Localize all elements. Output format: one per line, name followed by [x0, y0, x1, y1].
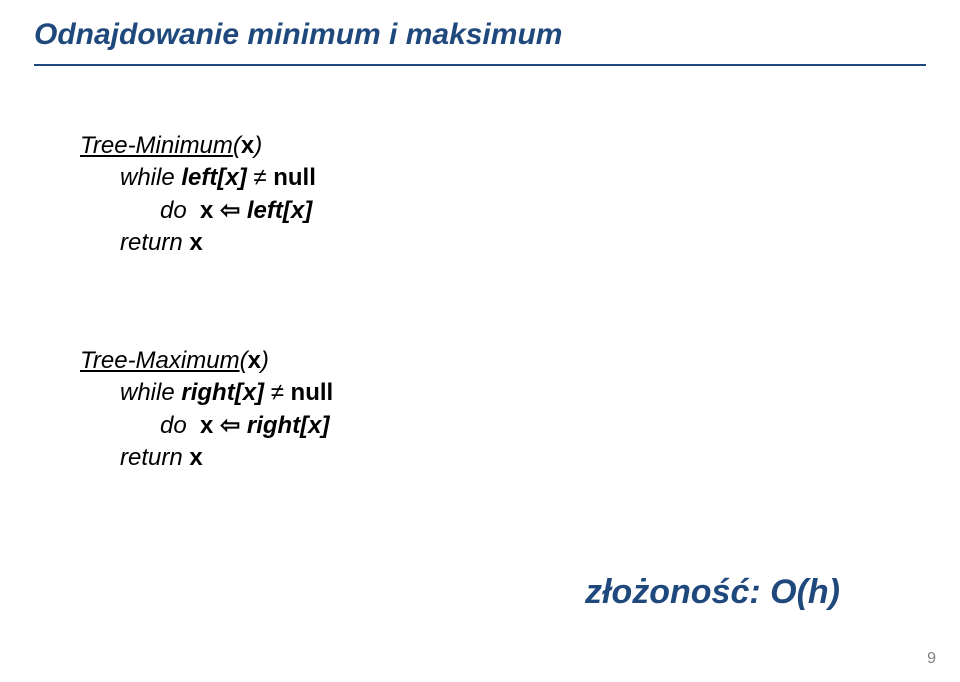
fn-arg: x	[241, 132, 254, 159]
kw-while: while	[120, 164, 175, 191]
fn-arg: x	[248, 347, 261, 374]
kw-return: return	[120, 444, 183, 471]
paren-open: (	[233, 132, 241, 159]
fn-line: Tree-Minimum(x)	[80, 130, 316, 162]
expr-leftx: left[x]	[181, 164, 246, 191]
return-line: return x	[80, 227, 316, 259]
op-neq: ≠	[253, 164, 266, 191]
return-line: return x	[80, 442, 333, 474]
kw-null: null	[273, 164, 316, 191]
kw-while: while	[120, 379, 175, 406]
tree-minimum-block: Tree-Minimum(x) while left[x] ≠ null do …	[80, 130, 316, 260]
title-underline	[34, 64, 926, 66]
paren-close: )	[261, 347, 269, 374]
while-line: while right[x] ≠ null	[80, 377, 333, 409]
arrow-icon: ⇦	[220, 412, 240, 439]
kw-null: null	[291, 379, 334, 406]
op-neq: ≠	[271, 379, 284, 406]
paren-close: )	[254, 132, 262, 159]
rhs-leftx: left[x]	[247, 197, 312, 224]
tree-maximum-block: Tree-Maximum(x) while right[x] ≠ null do…	[80, 345, 333, 475]
slide-title: Odnajdowanie minimum i maksimum	[34, 18, 562, 52]
kw-return: return	[120, 229, 183, 256]
do-line: do x ⇦ left[x]	[80, 195, 316, 227]
complexity-text: złożoność: O(h)	[585, 573, 840, 612]
while-line: while left[x] ≠ null	[80, 162, 316, 194]
paren-open: (	[240, 347, 248, 374]
slide: Odnajdowanie minimum i maksimum Tree-Min…	[0, 0, 960, 682]
do-line: do x ⇦ right[x]	[80, 410, 333, 442]
fn-line: Tree-Maximum(x)	[80, 345, 333, 377]
kw-do: do	[160, 197, 187, 224]
ret-x: x	[189, 229, 202, 256]
ret-x: x	[189, 444, 202, 471]
kw-do: do	[160, 412, 187, 439]
var-x: x	[200, 412, 213, 439]
rhs-rightx: right[x]	[247, 412, 330, 439]
page-number: 9	[927, 650, 936, 668]
var-x: x	[200, 197, 213, 224]
expr-rightx: right[x]	[181, 379, 264, 406]
fn-name: Tree-Maximum	[80, 347, 240, 374]
arrow-icon: ⇦	[220, 197, 240, 224]
fn-name: Tree-Minimum	[80, 132, 233, 159]
